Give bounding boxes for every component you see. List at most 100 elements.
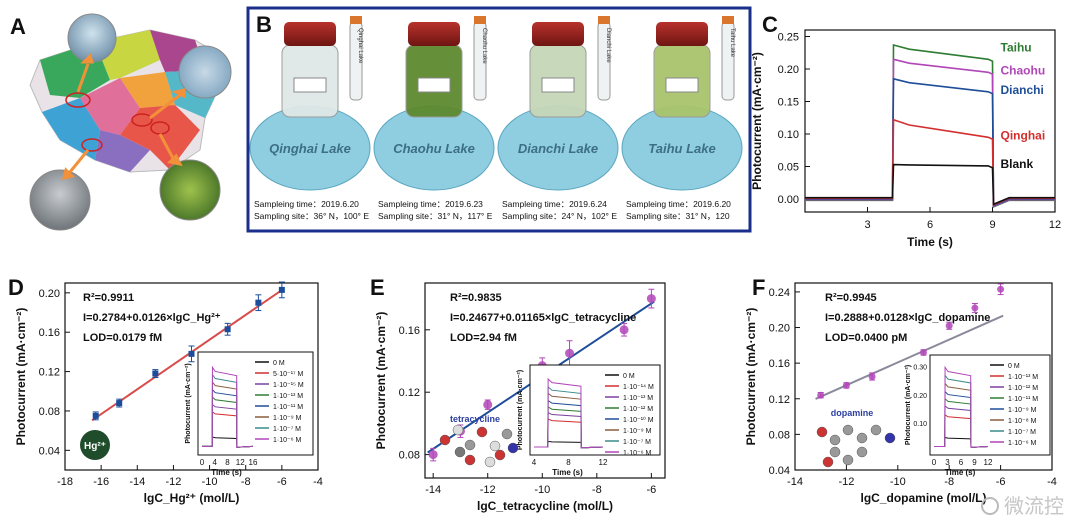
tube-label: Taihu Lake bbox=[729, 28, 735, 58]
x-tick-label: 12 bbox=[1049, 219, 1061, 231]
molecule-atom bbox=[870, 424, 882, 436]
x-tick-label: -12 bbox=[165, 476, 181, 488]
inset-frame bbox=[529, 364, 661, 456]
molecule-atom bbox=[476, 426, 488, 438]
bottle-label bbox=[541, 77, 575, 93]
inset-legend-label: 1·10⁻¹⁴ M bbox=[623, 384, 654, 391]
y-tick-label: 0.08 bbox=[769, 429, 790, 441]
inset-x-tick-label: 4 bbox=[532, 458, 537, 467]
tube-cap bbox=[722, 16, 734, 24]
inset-legend-label: 1·10⁻⁶ M bbox=[1008, 440, 1037, 447]
y-tick-label: 0.20 bbox=[778, 64, 799, 76]
molecule-atom bbox=[884, 432, 896, 444]
x-tick-label: 3 bbox=[864, 219, 870, 231]
plot-frame bbox=[424, 282, 666, 479]
inset-x-tick-label: 8 bbox=[566, 458, 571, 467]
lake-name: Chaohu Lake bbox=[393, 141, 475, 156]
watermark: 微流控 bbox=[981, 495, 1064, 518]
tube-label: Dianchi Lake bbox=[605, 28, 611, 63]
molecule-atom bbox=[842, 454, 854, 466]
molecule-label: dopamine bbox=[831, 408, 874, 418]
china-map bbox=[29, 29, 226, 173]
x-tick-label: -6 bbox=[996, 476, 1006, 488]
x-tick-label: -8 bbox=[944, 476, 954, 488]
plot-frame bbox=[804, 29, 1056, 213]
data-point bbox=[483, 400, 493, 410]
y-axis-label: Photocurrent (mA·cm⁻²) bbox=[750, 52, 764, 190]
x-axis-label: lgC_Hg²⁺ (mol/L) bbox=[144, 491, 240, 505]
data-point bbox=[971, 304, 979, 312]
sampling-time: Sampleing time：2019.6.23 bbox=[378, 199, 483, 209]
legend-dianchi: Dianchi bbox=[1001, 83, 1044, 97]
tube-cap bbox=[598, 16, 610, 24]
inset-x-tick-label: 4 bbox=[213, 458, 218, 467]
inset-legend-label: 0 M bbox=[273, 360, 285, 367]
x-tick-label: -14 bbox=[787, 476, 803, 488]
annotation: I=0.24677+0.01165×lgC_tetracycline bbox=[450, 312, 636, 324]
annotation: I=0.2784+0.0126×lgC_Hg²⁺ bbox=[83, 312, 221, 324]
plot-frame bbox=[794, 282, 1053, 471]
hg-badge-label: Hg²⁺ bbox=[84, 441, 106, 452]
inset-legend-label: 1·10⁻¹² M bbox=[623, 406, 653, 413]
inset-x-label: Time (s) bbox=[211, 468, 242, 477]
y-axis-label: Photocurrent (mA·cm⁻²) bbox=[14, 308, 28, 446]
panel-label-a: A bbox=[10, 14, 26, 39]
inset-x-tick-label: 8 bbox=[225, 458, 230, 467]
y-tick-label: 0.20 bbox=[39, 288, 60, 300]
data-point bbox=[997, 285, 1005, 293]
annotation: LOD=0.0400 pM bbox=[825, 332, 907, 344]
watermark-icon bbox=[981, 497, 999, 515]
x-axis-label: lgC_dopamine (mol/L) bbox=[861, 491, 987, 505]
y-tick-label: 0.16 bbox=[399, 325, 420, 337]
inset-legend-label: 1·10⁻⁹ M bbox=[1008, 407, 1037, 414]
data-point bbox=[920, 348, 927, 356]
inset-legend-label: 1·10⁻¹³ M bbox=[1008, 374, 1038, 381]
y-tick-label: 0.08 bbox=[399, 450, 420, 462]
inset-x-tick-label: 9 bbox=[972, 458, 977, 467]
data-point bbox=[278, 286, 285, 293]
data-point bbox=[817, 391, 825, 399]
plot-frame bbox=[64, 282, 319, 471]
inset-x-tick-label: 16 bbox=[249, 458, 258, 467]
molecule-atom bbox=[439, 434, 451, 446]
x-tick-label: -6 bbox=[277, 476, 287, 488]
annotation: R²=0.9911 bbox=[83, 292, 134, 304]
inset-legend-label: 1·10⁻¹³ M bbox=[273, 393, 303, 400]
bottle-cap bbox=[284, 22, 336, 46]
inset-x-tick-label: 0 bbox=[200, 458, 205, 467]
legend-blank: Blank bbox=[1001, 157, 1034, 171]
data-point bbox=[646, 294, 656, 304]
sampling-time: Sampleing time：2019.6.24 bbox=[502, 199, 607, 209]
data-point bbox=[945, 322, 953, 330]
molecule-atom bbox=[822, 456, 834, 468]
x-tick-label: 9 bbox=[989, 219, 995, 231]
molecule-atom bbox=[494, 449, 506, 461]
sampling-site: Sampling site：36° N，100° E bbox=[254, 211, 369, 221]
annotation: R²=0.9835 bbox=[450, 292, 502, 304]
x-tick-label: -14 bbox=[129, 476, 145, 488]
x-tick-label: -10 bbox=[534, 484, 550, 496]
y-axis-label: Photocurrent (mA·cm⁻²) bbox=[374, 312, 388, 450]
data-point bbox=[619, 325, 629, 335]
bottle-cap bbox=[408, 22, 460, 46]
arrows bbox=[61, 53, 186, 181]
sampling-site: Sampling site：24° N，102° E bbox=[502, 211, 617, 221]
molecule-atom bbox=[489, 440, 501, 452]
lake-photo-qinghai bbox=[67, 13, 117, 63]
y-tick-label: 0.00 bbox=[778, 194, 799, 206]
lake-photo-taihu bbox=[178, 45, 232, 99]
x-tick-label: -12 bbox=[480, 484, 496, 496]
molecule-atom bbox=[856, 432, 868, 444]
panel-a: A bbox=[10, 13, 232, 231]
inset-y-label: Photocurrent (mA·cm⁻²) bbox=[517, 370, 524, 450]
fit-line bbox=[91, 288, 285, 422]
inset-legend-label: 1·10⁻⁷ M bbox=[1008, 429, 1036, 436]
panel-e: E 0.08 0.12 0.16 -14 -12 -10 -8 -6 lgC_tetracycl… bbox=[370, 275, 666, 513]
molecule-atom bbox=[484, 456, 496, 468]
inset-x-tick-label: 12 bbox=[236, 458, 245, 467]
inset-y-label: Photocurrent (mA·cm⁻²) bbox=[185, 363, 192, 443]
inset-legend-label: 1·10⁻⁹ M bbox=[623, 428, 652, 435]
x-tick-label: -12 bbox=[838, 476, 854, 488]
molecule-atom bbox=[452, 424, 464, 436]
